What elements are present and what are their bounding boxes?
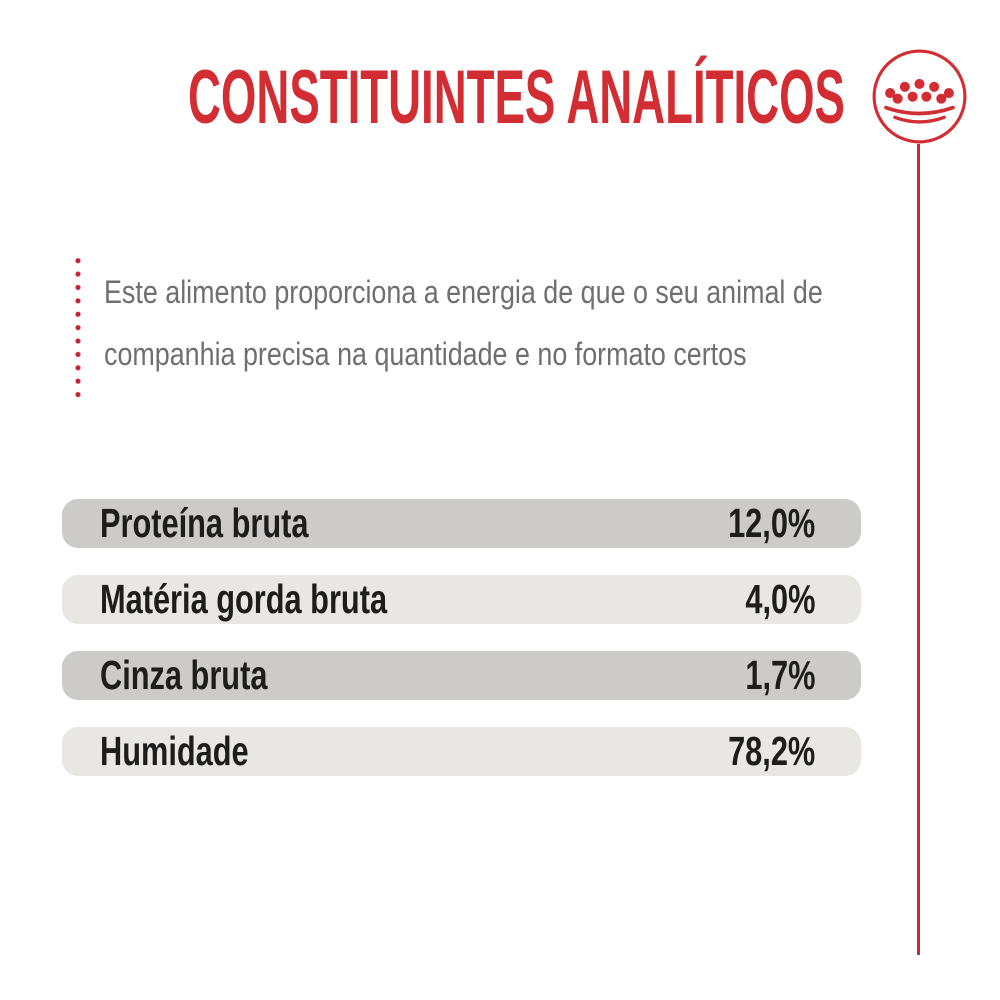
- description-line-1: Este alimento proporciona a energia de q…: [104, 274, 823, 310]
- dotted-accent-line: [75, 254, 81, 404]
- row-label: Humidade: [100, 728, 249, 774]
- row-label: Cinza bruta: [100, 652, 268, 698]
- table-row: Humidade 78,2%: [62, 727, 861, 776]
- description-line-2: companhia precisa na quantidade e no for…: [104, 336, 747, 372]
- row-value: 12,0%: [727, 500, 815, 546]
- row-value: 1,7%: [744, 652, 815, 698]
- table-row: Proteína bruta 12,0%: [62, 499, 861, 548]
- row-label: Matéria gorda bruta: [100, 576, 388, 622]
- page-title: CONSTITUINTES ANALÍTICOS: [188, 55, 845, 140]
- constituents-table: Proteína bruta 12,0% Matéria gorda bruta…: [62, 499, 861, 803]
- row-value: 78,2%: [727, 728, 815, 774]
- table-row: Matéria gorda bruta 4,0%: [62, 575, 861, 624]
- row-value: 4,0%: [744, 576, 815, 622]
- table-row: Cinza bruta 1,7%: [62, 651, 861, 700]
- row-label: Proteína bruta: [100, 500, 309, 546]
- description: Este alimento proporciona a energia de q…: [104, 261, 960, 385]
- royal-canin-crown-logo: [871, 48, 968, 145]
- vertical-accent-line: [917, 144, 920, 955]
- crown-icon: [872, 49, 967, 144]
